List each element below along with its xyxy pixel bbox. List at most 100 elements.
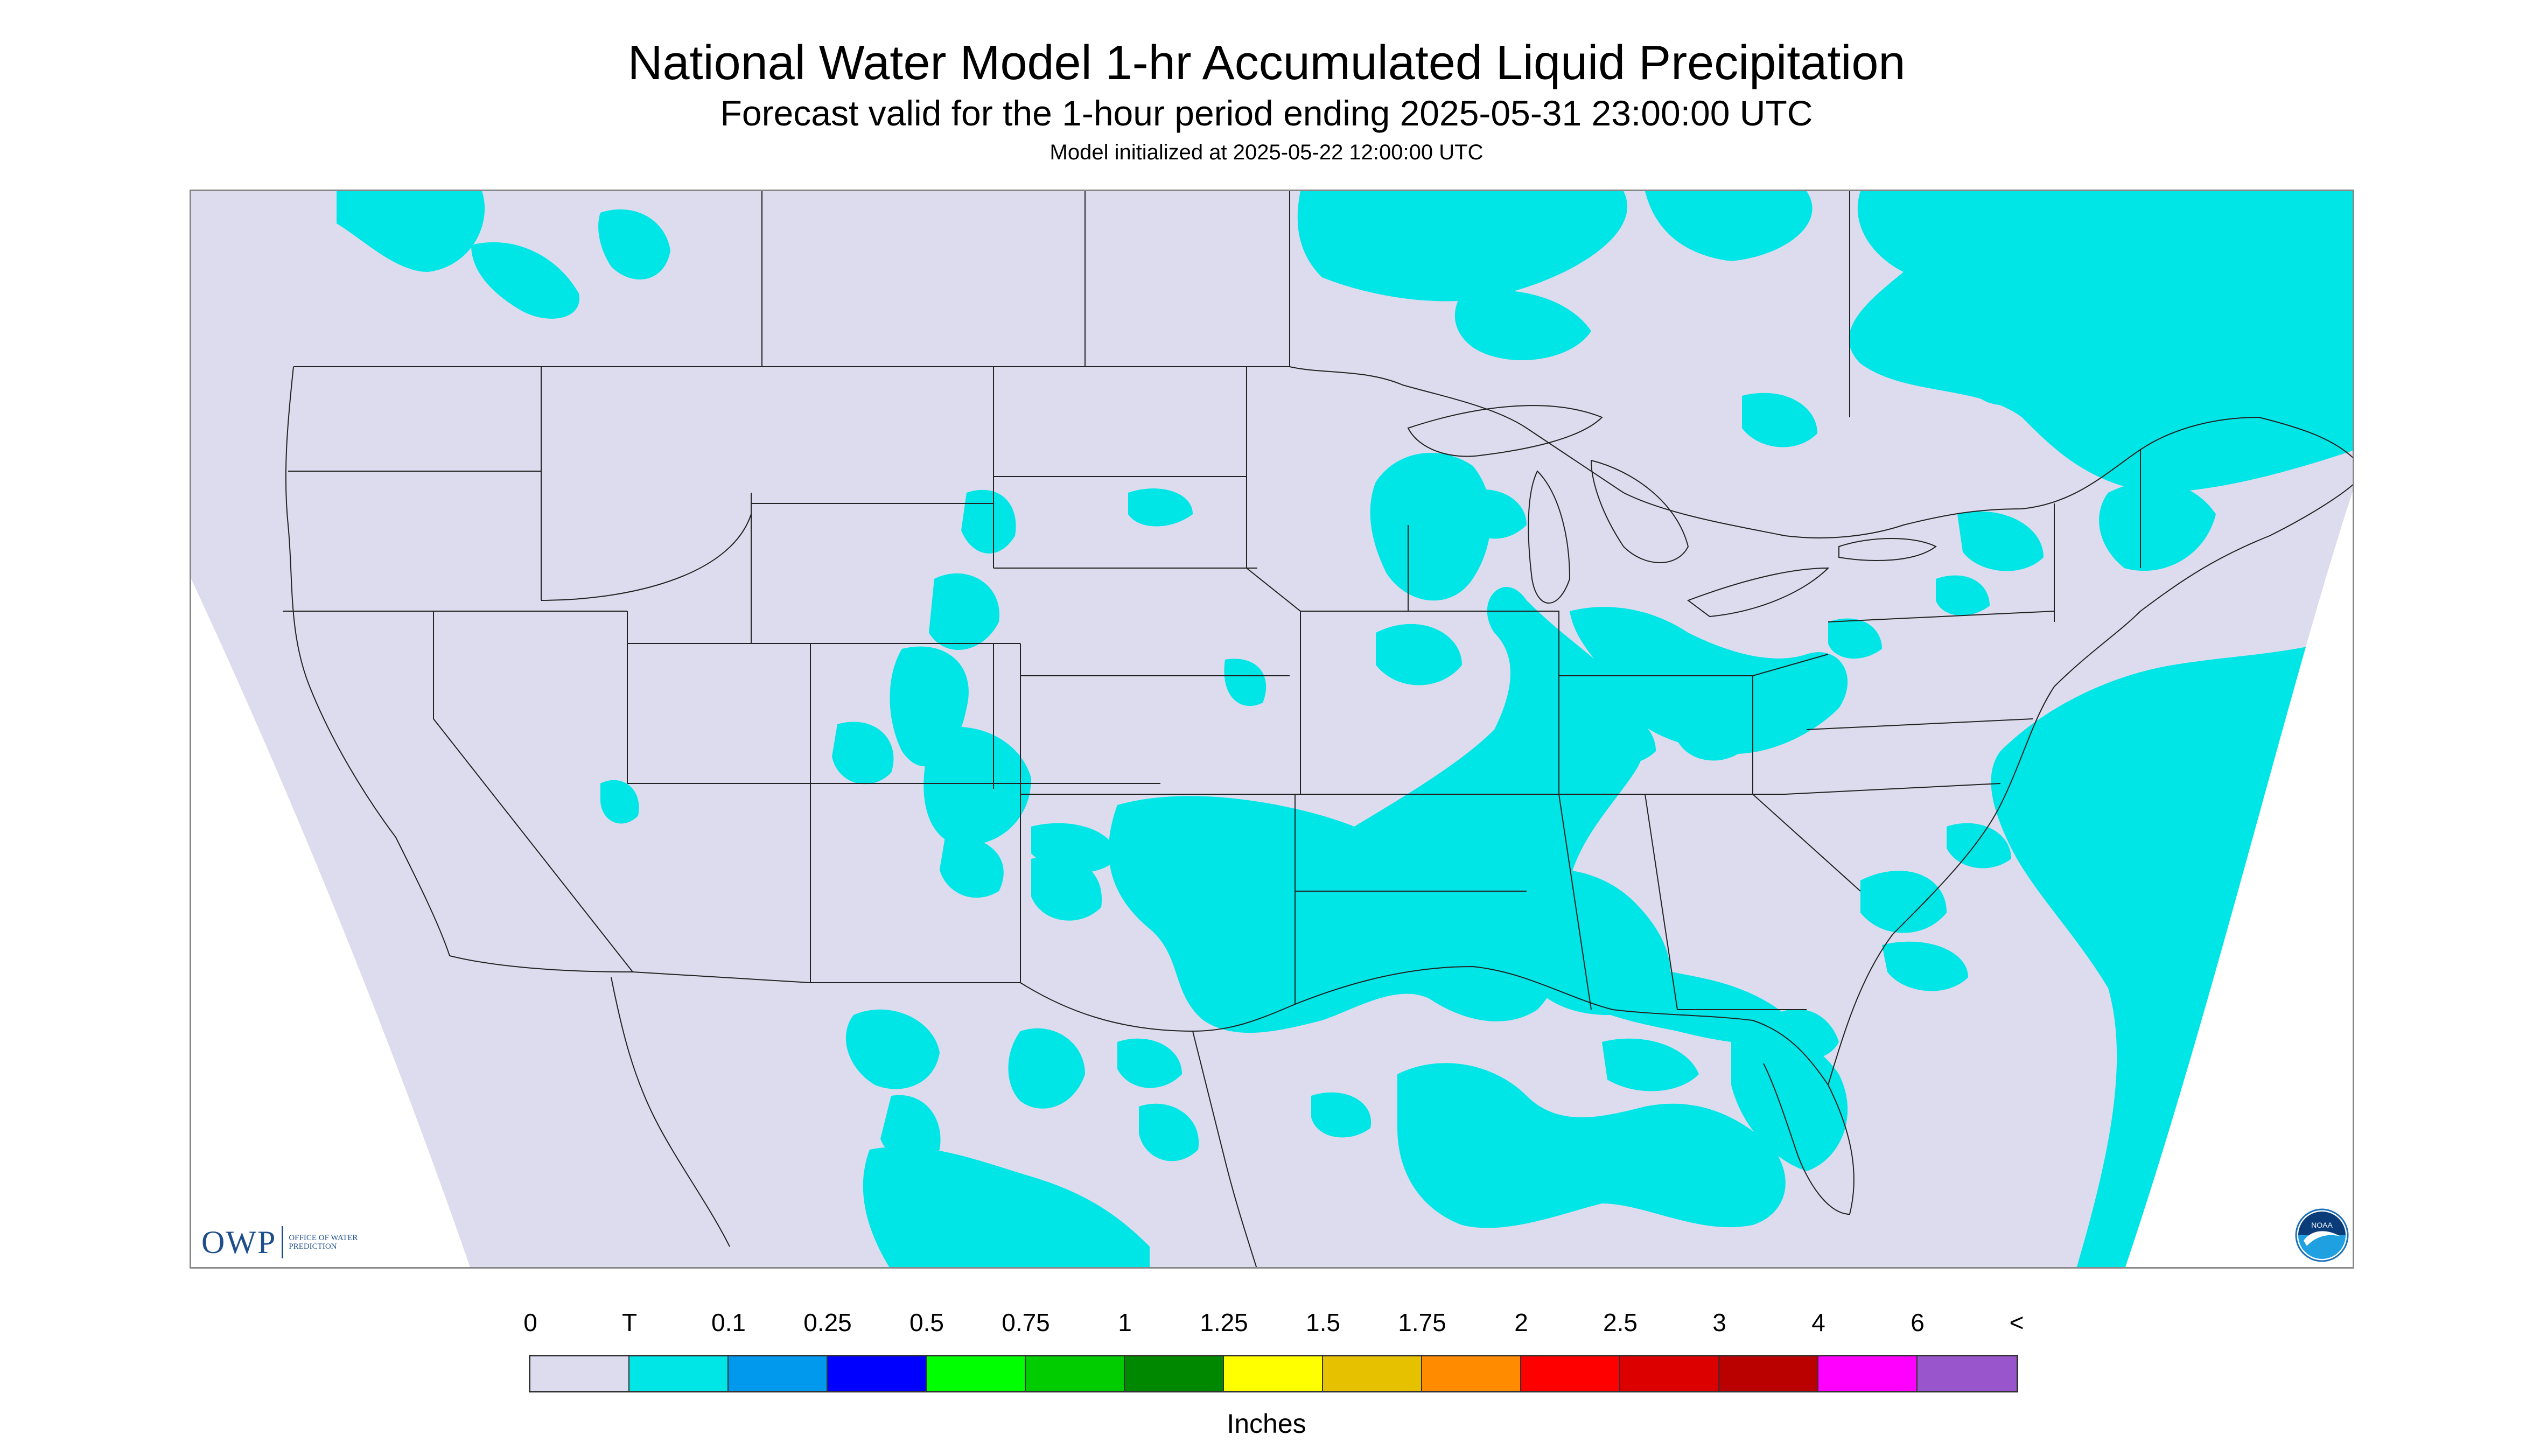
coastline bbox=[449, 955, 811, 983]
legend-tick-label: 6 bbox=[1911, 1308, 1925, 1336]
legend-tick-label: 0.1 bbox=[711, 1308, 746, 1336]
precip-area bbox=[1936, 575, 1990, 616]
precip-area bbox=[1297, 191, 1627, 302]
legend-swatch bbox=[1125, 1356, 1224, 1391]
lake-erie bbox=[1687, 567, 1830, 618]
precip-area bbox=[923, 726, 1031, 845]
legend-tick-label: 3 bbox=[1712, 1308, 1726, 1336]
legend-swatch bbox=[828, 1356, 927, 1391]
state-border bbox=[541, 493, 752, 601]
owp-logo: OWP OFFICE OF WATER PREDICTION bbox=[201, 1223, 364, 1261]
state-border bbox=[1246, 367, 1301, 794]
precip-area bbox=[1537, 962, 1801, 1044]
owp-office-text: OFFICE OF WATER PREDICTION bbox=[289, 1234, 358, 1251]
precip-area bbox=[1645, 191, 1813, 261]
owp-divider bbox=[282, 1226, 284, 1258]
state-border bbox=[1295, 794, 1527, 892]
precip-area bbox=[961, 489, 1016, 554]
precip-area bbox=[598, 209, 670, 279]
precip-area bbox=[1764, 1009, 1839, 1060]
legend-swatch bbox=[1719, 1356, 1818, 1391]
legend-tick-label: 4 bbox=[1811, 1308, 1825, 1336]
legend-tick-label: 0 bbox=[523, 1308, 537, 1336]
precip-area bbox=[1370, 453, 1491, 601]
legend-tick-label: 1.75 bbox=[1398, 1308, 1446, 1336]
legend-units: Inches bbox=[1227, 1409, 1306, 1439]
precip-area bbox=[337, 191, 485, 272]
legend-tick-label: 2 bbox=[1514, 1308, 1528, 1336]
precip-area bbox=[1828, 618, 1882, 659]
precip-area bbox=[1224, 659, 1266, 706]
precip-area bbox=[1139, 1103, 1199, 1161]
legend-tick-label: 2.5 bbox=[1603, 1308, 1638, 1336]
precip-map-canvas bbox=[191, 191, 2353, 1267]
owp-wordmark: OWP bbox=[201, 1224, 277, 1260]
precip-area bbox=[1311, 1092, 1372, 1138]
lake-michigan bbox=[1528, 470, 1571, 604]
precip-area bbox=[1128, 488, 1193, 527]
state-border bbox=[810, 891, 1296, 1032]
noaa-logo-text: NOAA bbox=[2311, 1221, 2333, 1229]
precip-area bbox=[1677, 715, 1742, 761]
precip-areas bbox=[337, 191, 2353, 1267]
legend-tick-label: 0.5 bbox=[909, 1308, 944, 1336]
precip-area bbox=[1397, 1063, 1786, 1228]
legend-swatch bbox=[1422, 1356, 1521, 1391]
noaa-logo-icon: NOAA bbox=[2295, 1208, 2349, 1262]
precip-area bbox=[1570, 705, 1656, 765]
precip-area bbox=[832, 722, 894, 785]
legend-swatch bbox=[927, 1356, 1026, 1391]
precip-area bbox=[1860, 871, 1947, 933]
precip-area bbox=[600, 780, 639, 824]
model-init-time: Model initialized at 2025-05-22 12:00:00… bbox=[1049, 141, 1484, 164]
precip-area bbox=[1454, 290, 1591, 360]
coastline bbox=[285, 366, 450, 956]
legend-tick-label: < bbox=[2009, 1308, 2024, 1336]
legend-swatch bbox=[1918, 1356, 2017, 1391]
precip-area bbox=[929, 573, 999, 650]
precip-area bbox=[1570, 607, 1848, 754]
legend-swatch bbox=[1620, 1356, 1719, 1391]
precip-area bbox=[1731, 1028, 1848, 1171]
precip-area bbox=[1376, 624, 1462, 685]
precip-area bbox=[1849, 191, 2353, 493]
state-border bbox=[1645, 794, 1807, 1010]
us-canada-border bbox=[293, 366, 2353, 538]
legend-labels: 0 T 0.1 0.25 0.5 0.75 1 1.25 1.5 1.75 2 2.5 3 4 6 < bbox=[0, 1307, 2533, 1340]
precip-area bbox=[1462, 489, 1527, 539]
legend-swatch bbox=[629, 1356, 729, 1391]
precip-area bbox=[1957, 511, 2044, 571]
legend-swatch bbox=[1224, 1356, 1323, 1391]
coastline bbox=[1828, 484, 2353, 1086]
legend-tick-label: T bbox=[621, 1308, 638, 1336]
state-border bbox=[1806, 718, 2033, 730]
precip-area bbox=[940, 836, 1004, 898]
legend-swatch bbox=[729, 1356, 828, 1391]
precip-area bbox=[1882, 941, 1968, 991]
state-border bbox=[1558, 794, 1592, 1010]
coastline bbox=[1192, 1031, 1257, 1267]
color-legend bbox=[529, 1355, 2018, 1392]
boundaries bbox=[283, 191, 2353, 1267]
precip-area bbox=[880, 1095, 941, 1163]
legend-swatch bbox=[1521, 1356, 1620, 1391]
state-border bbox=[1300, 611, 1559, 794]
map-subtitle: Forecast valid for the 1-hour period end… bbox=[720, 93, 1813, 133]
precip-area bbox=[1742, 393, 1817, 447]
legend-tick-label: 1 bbox=[1118, 1308, 1132, 1336]
state-border bbox=[1828, 611, 2055, 622]
state-border bbox=[433, 611, 633, 972]
coastline bbox=[611, 977, 730, 1247]
state-border bbox=[1752, 794, 1861, 892]
precip-area bbox=[1031, 823, 1117, 873]
precip-area bbox=[2099, 481, 2216, 571]
precip-area bbox=[845, 1009, 940, 1089]
coastline bbox=[1295, 965, 1855, 1215]
precip-area bbox=[1602, 1038, 1699, 1091]
legend-swatch bbox=[1323, 1356, 1422, 1391]
legend-swatch bbox=[1818, 1356, 1918, 1391]
precip-area bbox=[1117, 1038, 1182, 1088]
map-title: National Water Model 1-hr Accumulated Li… bbox=[627, 36, 1906, 90]
legend-swatch bbox=[530, 1356, 629, 1391]
precip-area bbox=[1947, 823, 2011, 869]
